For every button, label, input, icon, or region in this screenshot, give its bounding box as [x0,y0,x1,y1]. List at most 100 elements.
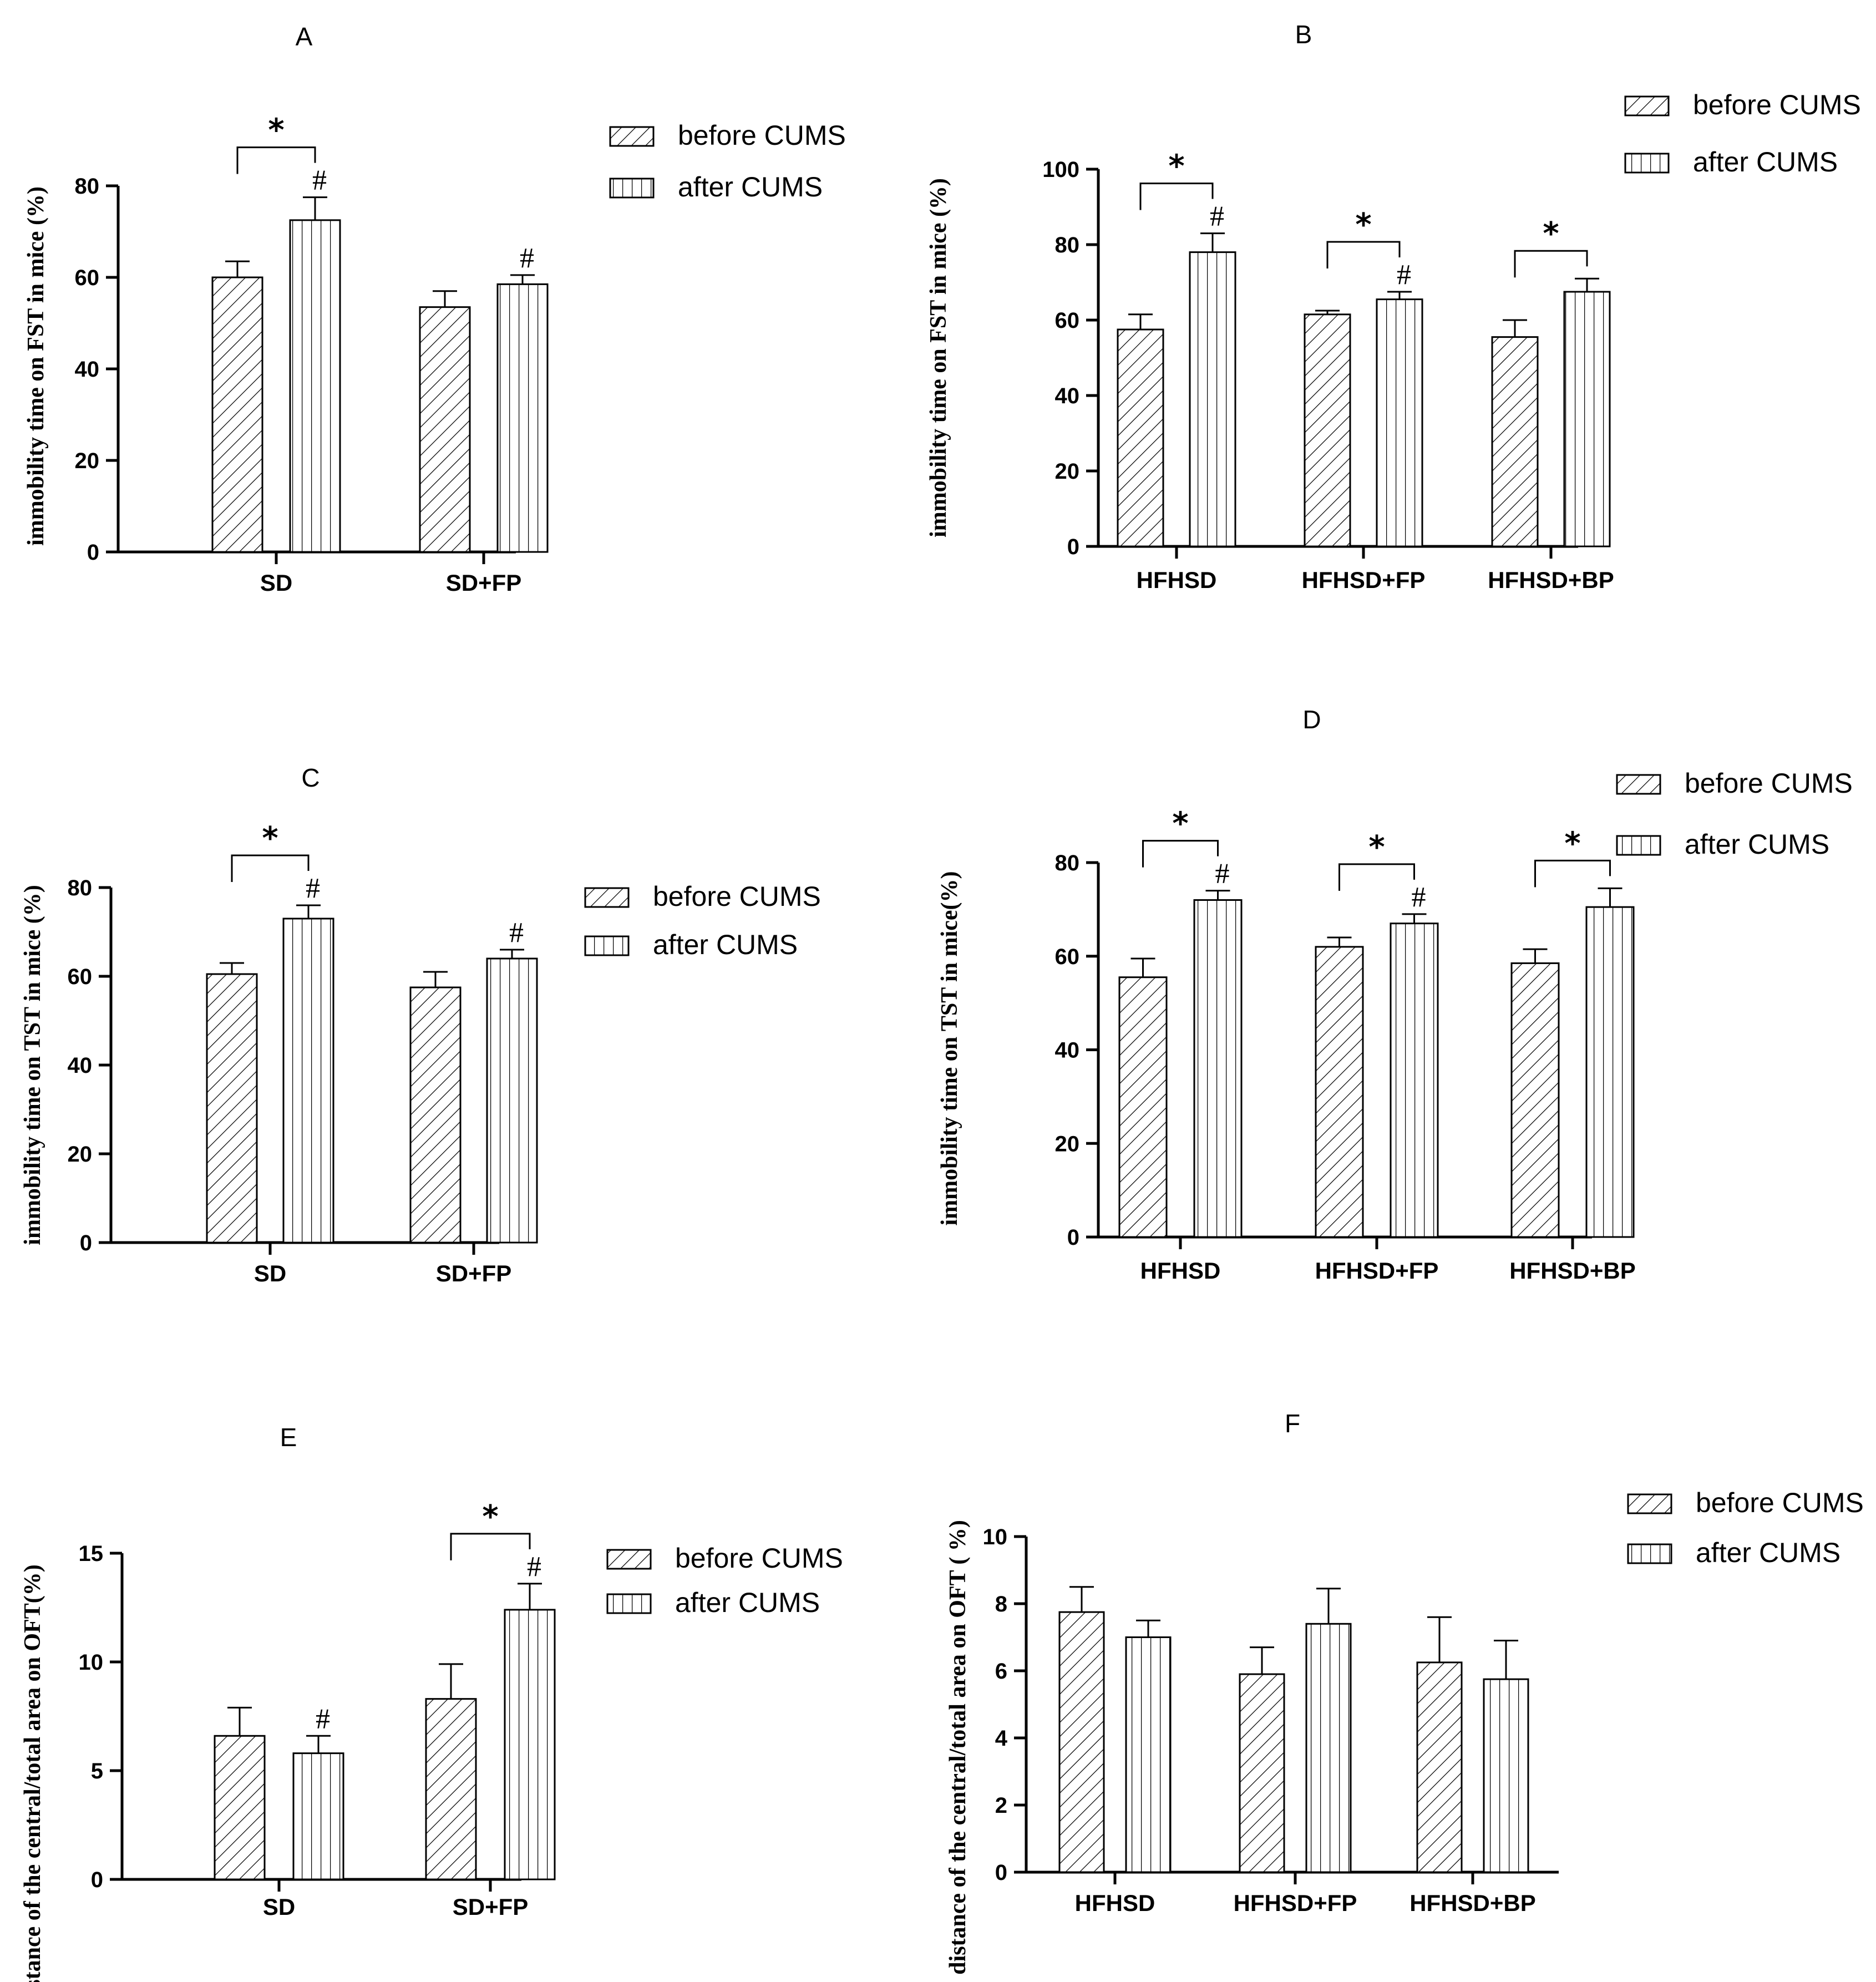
x-tick-label: HFHSD+FP [1234,1890,1357,1916]
bar [1563,291,1611,548]
y-axis-label: immobility time on FST in mice (%) [23,186,49,546]
bar [1376,298,1423,548]
y-tick-label: 0 [91,1868,103,1892]
y-tick-label: 100 [1042,158,1079,182]
significance-star: * [262,820,278,856]
y-axis-label: immobility time on FST in mice (%) [926,178,951,538]
bar [1483,1678,1529,1873]
legend-swatch [606,1593,652,1614]
y-tick-label: 0 [1067,1225,1079,1250]
y-tick-label: 60 [75,266,100,290]
significance-bracket [1514,250,1588,278]
significance-star: * [1172,806,1188,842]
bar [1510,962,1560,1238]
bar [1117,328,1164,548]
significance-bracket [1326,241,1401,268]
y-tick-label: 2 [995,1793,1007,1818]
hash-marker: # [1215,858,1230,890]
y-axis-label: distance of the central/total area on OF… [20,1564,45,1982]
bar [1491,336,1539,548]
y-tick-label: 20 [1055,459,1080,484]
chart-title: F [1285,1409,1300,1438]
legend-swatch [606,1549,652,1570]
hash-marker: # [520,242,534,274]
bar [504,1609,556,1880]
legend-swatch [1627,1493,1672,1514]
bar [409,986,462,1244]
legend-label: before CUMS [1696,1487,1864,1518]
y-tick-label: 40 [1055,1038,1080,1063]
significance-star: * [1368,829,1385,865]
chart-title: C [301,763,320,792]
x-tick-label: SD+FP [436,1260,512,1286]
x-tick-label: SD [254,1260,286,1286]
significance-star: * [482,1499,498,1535]
y-tick-label: 0 [1067,535,1079,559]
bar [1585,906,1635,1238]
legend-swatch [1624,95,1670,116]
legend-label: after CUMS [678,171,823,202]
bar [214,1735,266,1880]
legend-label: before CUMS [678,120,846,151]
y-tick-label: 80 [75,174,100,199]
x-tick-label: HFHSD [1137,567,1217,593]
legend-label: after CUMS [653,929,798,960]
hash-marker: # [312,165,327,196]
bar [1305,1623,1352,1873]
significance-bracket [1139,183,1214,210]
bar [282,918,334,1244]
legend-label: before CUMS [1693,89,1861,120]
significance-bracket [236,146,316,174]
y-tick-label: 0 [87,540,99,565]
legend-swatch [609,178,655,199]
y-axis-label: distance of the central/total area on OF… [945,1520,971,1975]
bar [1125,1636,1172,1873]
y-tick-label: 20 [68,1142,93,1167]
bar [292,1752,344,1880]
bar [1189,251,1236,548]
y-tick-label: 10 [983,1525,1008,1549]
chart-title: B [1295,20,1312,49]
y-tick-label: 10 [79,1650,104,1675]
legend-label: before CUMS [653,881,821,912]
y-tick-label: 0 [995,1861,1007,1885]
chart-title: E [280,1423,297,1452]
legend-label: before CUMS [1685,768,1853,799]
bar [211,276,263,553]
significance-bracket [1142,840,1219,868]
hash-marker: # [1412,881,1426,913]
bar [419,306,471,553]
legend-label: after CUMS [1696,1537,1840,1568]
hash-marker: # [1397,259,1411,291]
significance-bracket [450,1533,531,1560]
y-tick-label: 5 [91,1759,103,1783]
x-tick-label: HFHSD+BP [1488,567,1614,593]
legend-label: after CUMS [1685,829,1829,860]
significance-bracket [231,854,310,882]
y-tick-label: 40 [68,1053,93,1078]
y-tick-label: 20 [75,449,100,473]
significance-star: * [1355,207,1371,243]
legend-swatch [1624,153,1670,174]
x-tick-label: HFHSD+BP [1409,1890,1536,1916]
x-tick-label: SD [260,570,292,596]
legend-swatch [609,126,655,147]
legend-label: after CUMS [1693,146,1838,178]
legend-label: before CUMS [675,1543,843,1574]
significance-star: * [1564,825,1580,861]
x-tick-label: HFHSD+FP [1302,567,1426,593]
bar [1118,976,1168,1238]
bar [1193,899,1243,1238]
chart-title: D [1302,705,1321,734]
bar [1315,946,1364,1238]
y-tick-label: 6 [995,1659,1007,1684]
y-tick-label: 80 [1055,851,1080,875]
y-axis-label: immobility time on TST in mice(%) [937,871,962,1226]
